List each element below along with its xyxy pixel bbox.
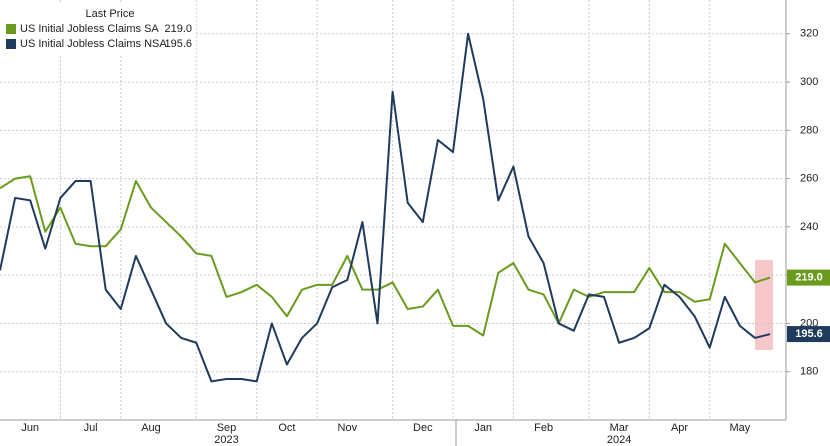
- highlight: [755, 260, 773, 350]
- x-tick-label: Aug: [141, 422, 161, 434]
- line: [0, 32, 771, 383]
- x-tick-label: Jul: [84, 422, 98, 434]
- x-tick-label: Mar: [610, 422, 629, 434]
- year-label: 2024: [607, 434, 631, 446]
- legend-label: US Initial Jobless Claims SA: [20, 23, 159, 35]
- legend-swatch: [6, 24, 16, 34]
- x-tick-label: Nov: [338, 422, 358, 434]
- x-tick-label: May: [730, 422, 751, 434]
- x-tick-label: Jan: [474, 422, 492, 434]
- last-value-box: 195.6: [787, 326, 830, 343]
- line: [0, 175, 771, 337]
- last-value-label: 219.0: [795, 271, 823, 283]
- x-tick-label: Jun: [21, 422, 39, 434]
- x-tick-label: Apr: [671, 422, 688, 434]
- y-tick-label: 280: [800, 124, 818, 136]
- y-tick-label: 180: [800, 366, 818, 378]
- legend-title: Last Price: [86, 8, 135, 20]
- x-tick-label: Sep: [217, 422, 237, 434]
- y-tick-label: 320: [800, 28, 818, 40]
- legend-value: 219.0: [164, 23, 192, 35]
- legend-value: 195.6: [164, 38, 192, 50]
- x-tick-label: Dec: [413, 422, 433, 434]
- last-value-bg: [787, 326, 830, 343]
- x-tick-label: Oct: [278, 422, 295, 434]
- x-tick-label: Feb: [534, 422, 553, 434]
- y-tick-label: 300: [800, 76, 818, 88]
- last-value-box: 219.0: [787, 269, 830, 286]
- legend-label: US Initial Jobless Claims NSA: [20, 38, 167, 50]
- y-tick-label: 240: [800, 221, 818, 233]
- last-value-label: 195.6: [795, 328, 823, 340]
- legend-swatch: [6, 39, 16, 49]
- year-label: 2023: [214, 434, 238, 446]
- y-tick-label: 260: [800, 173, 818, 185]
- legend-box: [0, 2, 196, 54]
- last-value-bg: [787, 269, 830, 286]
